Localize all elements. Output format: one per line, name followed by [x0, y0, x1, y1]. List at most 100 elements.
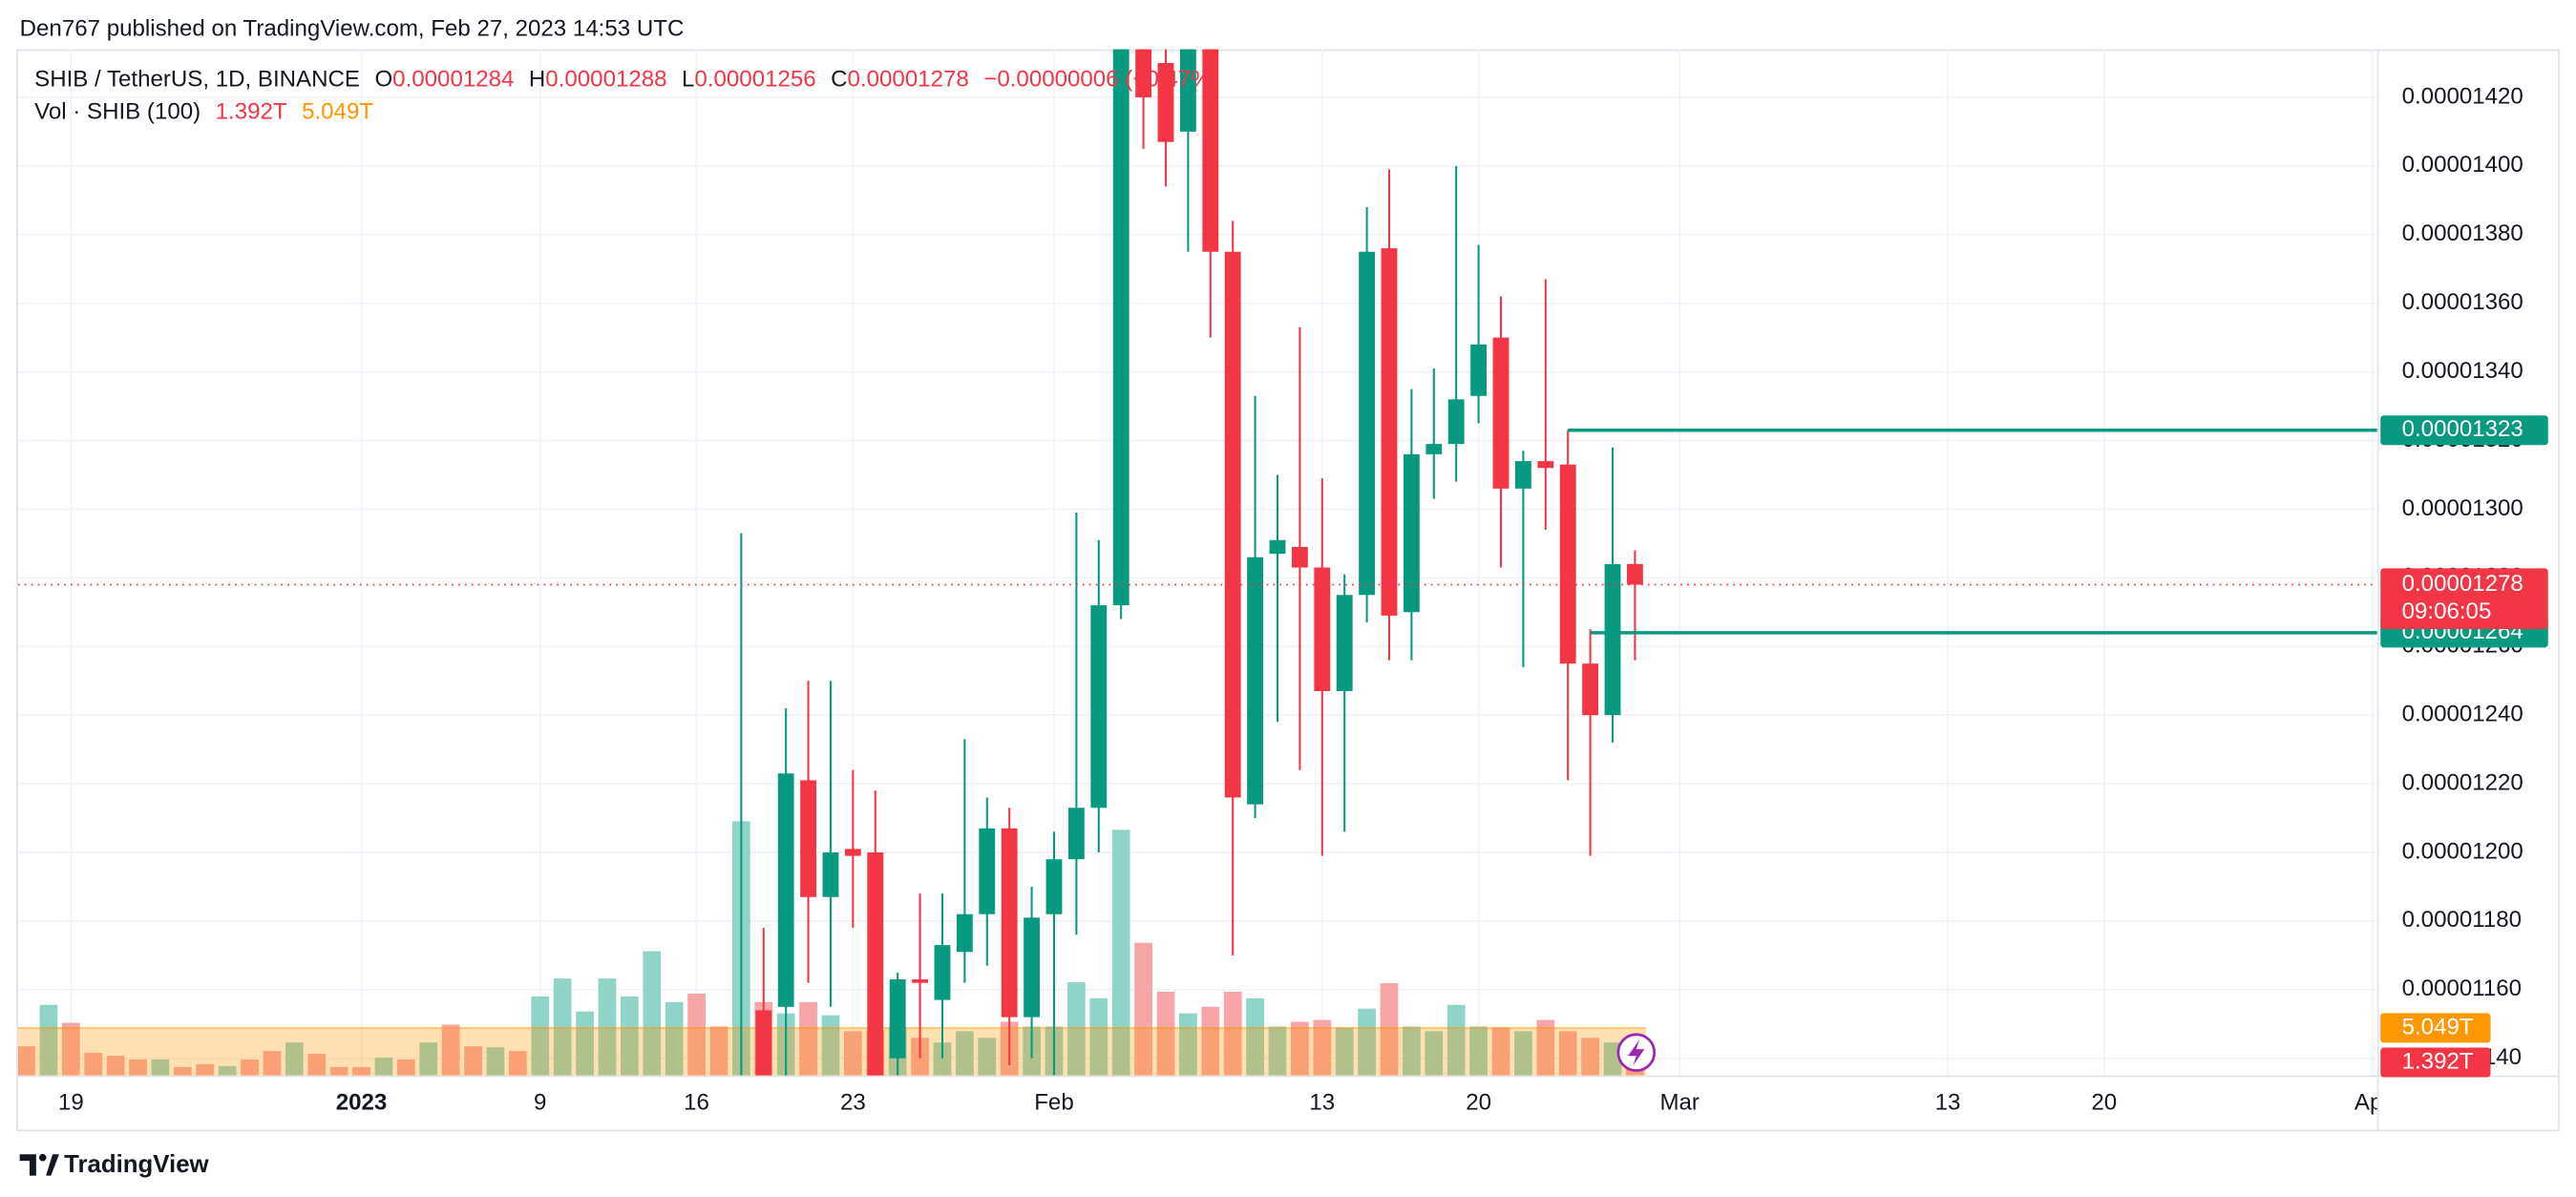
candle-body — [1067, 808, 1085, 860]
y-tick-label: 0.00001180 — [2402, 907, 2522, 933]
volume-bar — [196, 1063, 215, 1076]
countdown-text: 09:06:05 — [2402, 598, 2492, 624]
x-tick-label: 20 — [1466, 1089, 1491, 1115]
volume-ma-badge — [2380, 1013, 2491, 1043]
y-tick-label: 0.00001400 — [2402, 152, 2523, 178]
x-tick-label: 19 — [58, 1089, 84, 1115]
volume-bar — [39, 1004, 58, 1076]
volume-bar — [665, 1001, 684, 1076]
logo-slash[interactable] — [46, 1154, 59, 1176]
volume-bar — [1179, 1013, 1197, 1076]
volume-bar — [1111, 830, 1130, 1076]
candle-body — [912, 979, 928, 983]
volume-bar — [218, 1065, 237, 1076]
candle-body — [1024, 917, 1041, 1018]
y-tick-label: 0.00001340 — [2402, 358, 2523, 384]
candle-body — [1604, 563, 1621, 716]
chart-frame — [16, 49, 2560, 1132]
volume-bar — [620, 996, 639, 1076]
volume-bar — [1536, 1019, 1555, 1076]
volume-bar — [598, 978, 617, 1076]
x-tick-label: 9 — [534, 1089, 546, 1115]
candle-body — [1045, 859, 1063, 914]
x-tick-label: 13 — [1935, 1089, 1961, 1115]
volume-bar — [1313, 1019, 1332, 1076]
volume-bar — [464, 1046, 482, 1076]
volume-bar — [441, 1024, 460, 1076]
volume-bar — [978, 1038, 997, 1076]
replay-icon[interactable] — [1616, 1033, 1657, 1072]
x-tick-label: 16 — [684, 1089, 709, 1115]
volume-bar — [1156, 991, 1175, 1076]
volume-bar — [129, 1059, 147, 1076]
y-tick-label: 0.00001220 — [2402, 769, 2523, 795]
footer-logo[interactable]: TradingView — [19, 1151, 210, 1178]
candle-body — [844, 849, 861, 856]
volume-bar — [1268, 1026, 1287, 1076]
volume-bar — [61, 1022, 80, 1076]
volume-bar — [374, 1057, 393, 1076]
volume-bar — [531, 996, 550, 1076]
volume-bar — [1581, 1038, 1599, 1076]
candle-body — [1269, 539, 1286, 555]
volume-legend: Vol · SHIB (100) 1.392T 5.049T — [34, 99, 373, 125]
volume-bar — [151, 1059, 170, 1076]
volume-bar — [643, 951, 662, 1076]
volume-bar — [1469, 1026, 1488, 1076]
candle-body — [1090, 605, 1108, 808]
volume-bar — [799, 1001, 817, 1076]
volume-bar — [709, 1026, 728, 1076]
candle-body — [1336, 595, 1353, 691]
open-label: O — [374, 67, 392, 93]
volume-bar — [956, 1031, 974, 1076]
time-axis: 19 2023 9 16 23 Feb 13 20 Mar 13 20 Apr — [58, 1089, 2390, 1115]
high-value: 0.00001288 — [545, 67, 666, 93]
volume-bar — [84, 1053, 103, 1076]
candle-body — [1291, 546, 1308, 568]
volume-bar — [329, 1066, 348, 1076]
price-badges: 0.000013230.000012640.0000127809:06:055.… — [2380, 415, 2548, 1078]
volume-bar — [687, 993, 706, 1076]
volume-bar — [1291, 1021, 1309, 1076]
candle-body — [1447, 399, 1465, 445]
candle-body — [1001, 828, 1018, 1018]
candle-body — [1224, 251, 1241, 798]
volume-bar — [1335, 1027, 1354, 1076]
candle-body — [1359, 251, 1376, 596]
logo-dot[interactable] — [38, 1153, 47, 1162]
volume-bar — [553, 978, 572, 1076]
logo-mark[interactable] — [19, 1154, 36, 1176]
y-tick-label: 0.00001200 — [2402, 838, 2523, 864]
candle-body — [956, 914, 973, 953]
x-tick-label: 13 — [1309, 1089, 1335, 1115]
level-badge — [2380, 415, 2548, 446]
candle-body — [1179, 49, 1196, 132]
volume-bar — [486, 1047, 505, 1076]
open-value: 0.00001284 — [392, 67, 514, 93]
last-price-badge — [2380, 568, 2548, 629]
volume-bar — [241, 1059, 259, 1076]
x-tick-label: Feb — [1034, 1089, 1074, 1115]
volume-value: 1.392T — [216, 99, 287, 125]
last-price-text: 0.00001278 — [2402, 571, 2523, 597]
brand[interactable]: TradingView — [64, 1151, 209, 1178]
volume-bar — [1089, 998, 1109, 1076]
volume-bar — [1358, 1008, 1376, 1076]
volume-bar — [106, 1055, 125, 1076]
candle-body — [1582, 663, 1599, 716]
candle-body — [800, 780, 816, 897]
candle-body — [755, 1010, 772, 1076]
replay-bolt[interactable] — [1628, 1039, 1645, 1066]
volume-bar — [352, 1066, 370, 1076]
candle-body — [1626, 563, 1643, 585]
volume-bar — [396, 1059, 415, 1076]
levels — [17, 429, 2377, 635]
published-line: Den767 published on TradingView.com, Feb… — [20, 15, 685, 41]
low-value: 0.00001256 — [694, 67, 815, 93]
x-tick-label: Mar — [1659, 1089, 1699, 1115]
volume-bar — [263, 1051, 282, 1076]
change-value: −0.00000006 (−0.47%) — [983, 67, 1218, 93]
low-label: L — [682, 67, 694, 93]
volume-bar — [1446, 1004, 1466, 1076]
volume-ma-area — [17, 1027, 1647, 1076]
